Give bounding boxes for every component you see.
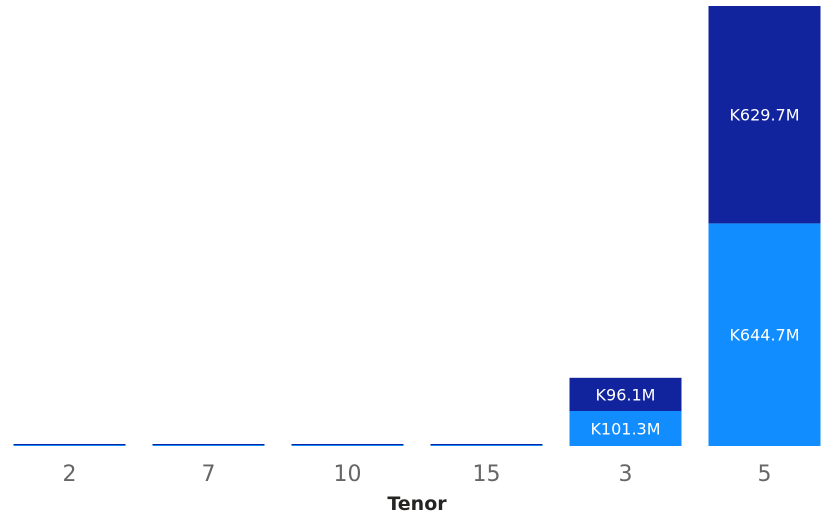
bar-7-series-0[interactable]	[152, 445, 265, 446]
x-tick-label-2: 2	[63, 462, 77, 487]
x-tick-label-5: 5	[758, 462, 772, 487]
bar-5-series-0[interactable]	[708, 223, 821, 446]
bar-3-series-0[interactable]	[569, 411, 682, 446]
data-label-3-series-1: K96.1M	[596, 385, 656, 404]
x-tick-label-7: 7	[202, 462, 216, 487]
data-label-3-series-0: K101.3M	[590, 420, 660, 439]
bar-5-series-1[interactable]	[708, 6, 821, 224]
data-label-5-series-1: K629.7M	[729, 106, 799, 125]
bars-layer	[13, 6, 821, 446]
data-label-5-series-0: K644.7M	[729, 326, 799, 345]
x-axis-title: Tenor	[387, 493, 447, 515]
bar-10-series-1[interactable]	[291, 444, 404, 445]
bar-15-series-1[interactable]	[430, 444, 543, 445]
bar-2-series-0[interactable]	[13, 445, 126, 446]
bar-10-series-0[interactable]	[291, 445, 404, 446]
x-tick-label-15: 15	[473, 462, 501, 487]
x-axis-ticks: 2 7 10 15 3 5	[63, 462, 772, 487]
bar-3-series-1[interactable]	[569, 377, 682, 411]
bar-15-series-0[interactable]	[430, 445, 543, 446]
x-tick-label-3: 3	[619, 462, 633, 487]
data-labels-layer: K101.3M K96.1M K644.7M K629.7M	[590, 106, 799, 439]
bar-2-series-1[interactable]	[13, 444, 126, 445]
bar-7-series-1[interactable]	[152, 444, 265, 445]
x-tick-label-10: 10	[334, 462, 362, 487]
